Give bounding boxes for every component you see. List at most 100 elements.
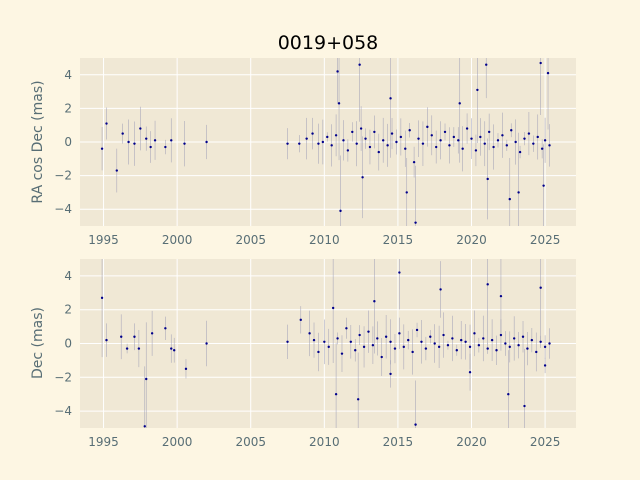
data-point: [361, 176, 364, 179]
data-point: [523, 404, 526, 408]
data-point: [499, 294, 503, 298]
data-point: [536, 135, 539, 139]
data-point: [331, 306, 335, 310]
data-point: [468, 371, 472, 374]
data-point: [390, 132, 394, 135]
data-point: [137, 347, 141, 350]
data-point: [389, 97, 392, 100]
data-layer: [100, 259, 551, 428]
data-point: [339, 209, 342, 213]
data-point: [172, 349, 176, 352]
data-point: [527, 132, 531, 135]
data-point: [439, 288, 442, 291]
y-tick-label: 2: [64, 303, 72, 317]
data-point: [164, 145, 167, 149]
data-point: [299, 318, 302, 322]
data-point: [543, 139, 547, 142]
data-point: [355, 142, 358, 145]
x-tick-label: 2000: [162, 233, 193, 247]
data-point: [133, 335, 136, 338]
data-point: [508, 345, 511, 349]
data-point: [490, 338, 494, 342]
data-point: [149, 145, 152, 149]
data-point: [539, 340, 542, 344]
data-point: [115, 169, 118, 172]
data-point: [358, 63, 361, 66]
dec-ylabel: Dec (mas): [30, 307, 46, 379]
data-point: [496, 139, 500, 142]
data-point: [539, 286, 542, 289]
data-point: [464, 340, 467, 344]
data-point: [430, 134, 433, 137]
data-point: [504, 342, 507, 345]
x-tick-label: 2015: [383, 233, 414, 247]
data-point: [389, 372, 392, 376]
data-point: [367, 330, 370, 333]
data-point: [437, 345, 441, 349]
data-point: [205, 342, 208, 345]
data-point: [473, 332, 476, 335]
data-point: [393, 347, 397, 350]
data-point: [373, 300, 376, 303]
data-point: [321, 140, 325, 144]
x-tick-label: 2025: [530, 435, 561, 449]
data-point: [535, 350, 538, 354]
y-tick-label: 0: [64, 135, 72, 149]
data-point: [421, 142, 425, 145]
data-point: [145, 377, 148, 381]
data-point: [298, 142, 301, 145]
data-point: [514, 140, 517, 144]
data-point: [452, 135, 456, 139]
ra-panel: 1995 2000 2005 2010 2015 2020 2025 −4 −2 0 2 4: [54, 58, 576, 247]
x-tick-label: 2000: [162, 435, 193, 449]
data-point: [426, 125, 429, 129]
data-point: [327, 345, 330, 349]
data-point: [543, 364, 547, 367]
data-point: [482, 337, 485, 340]
data-point: [143, 425, 146, 428]
x-tick-label: 2025: [530, 233, 561, 247]
data-point: [145, 137, 148, 140]
data-point: [474, 149, 478, 152]
data-point: [183, 142, 186, 145]
data-point: [364, 137, 367, 140]
dec-panel: 1995 2000 2005 2010 2015 2020 2025 −4 −2 0 2 4: [54, 259, 576, 449]
data-point: [345, 327, 348, 330]
data-point: [120, 335, 123, 338]
y-tick-label: 0: [64, 337, 72, 351]
data-point: [356, 398, 360, 401]
data-point: [184, 367, 188, 371]
data-point: [517, 343, 520, 347]
data-point: [404, 147, 407, 150]
data-point: [305, 137, 308, 140]
data-point: [486, 177, 489, 181]
data-point: [451, 337, 454, 340]
data-point: [523, 137, 526, 140]
data-point: [540, 147, 544, 150]
data-point: [358, 333, 361, 337]
data-point: [461, 147, 464, 150]
data-point: [125, 347, 129, 350]
data-point: [483, 142, 486, 145]
y-tick-label: 4: [64, 68, 72, 82]
data-point: [317, 142, 320, 145]
data-point: [542, 184, 545, 187]
x-tick-label: 1995: [88, 233, 119, 247]
data-point: [448, 144, 451, 147]
data-point: [417, 137, 420, 140]
data-point: [342, 139, 345, 142]
data-point: [330, 144, 333, 147]
data-point: [411, 350, 414, 354]
data-point: [351, 130, 354, 134]
y-tick-label: −4: [54, 202, 72, 216]
data-point: [470, 137, 473, 140]
data-point: [485, 63, 488, 66]
data-point: [398, 332, 401, 335]
data-point: [359, 127, 363, 130]
data-point: [346, 149, 350, 152]
data-point: [486, 283, 489, 286]
data-point: [312, 338, 316, 342]
data-point: [334, 393, 338, 396]
data-point: [487, 130, 491, 134]
